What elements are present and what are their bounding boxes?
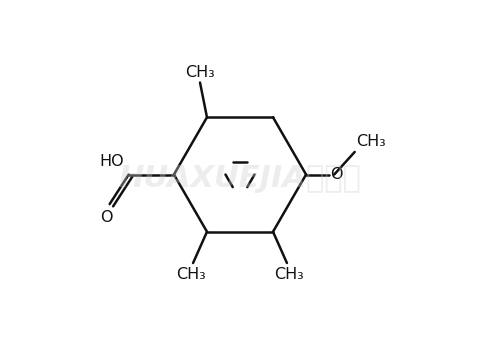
Text: O: O	[330, 167, 343, 182]
Text: HUAXUEJIA化学加: HUAXUEJIA化学加	[119, 163, 361, 193]
Text: HO: HO	[99, 154, 123, 169]
Text: CH₃: CH₃	[185, 65, 215, 80]
Text: CH₃: CH₃	[177, 267, 206, 282]
Text: O: O	[101, 210, 113, 225]
Text: CH₃: CH₃	[357, 134, 386, 149]
Text: CH₃: CH₃	[274, 267, 303, 282]
